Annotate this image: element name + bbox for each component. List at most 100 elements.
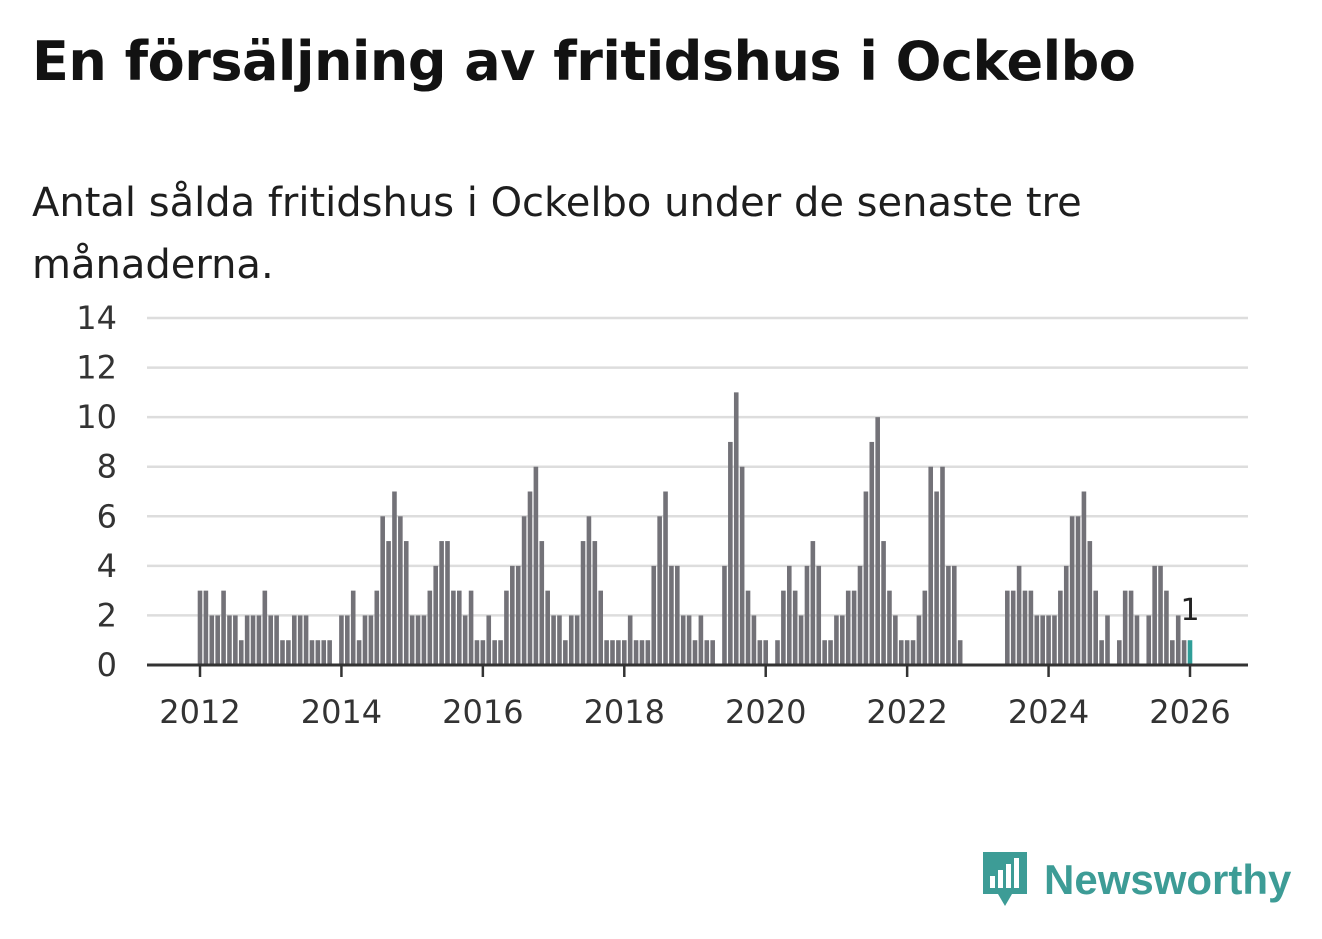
bar (633, 640, 639, 665)
x-tick-label: 2020 (725, 693, 806, 731)
bar (1010, 590, 1016, 665)
bar (1052, 615, 1057, 665)
bar (557, 615, 562, 665)
bar (409, 615, 415, 665)
bar (256, 615, 262, 665)
bar (792, 590, 798, 665)
bar-latest (1187, 640, 1193, 665)
bar (904, 640, 910, 665)
bar (415, 615, 421, 665)
bar (274, 615, 279, 665)
bar (574, 615, 580, 665)
brand-name: Newsworthy (1044, 856, 1292, 903)
bar (751, 615, 757, 665)
bar (1170, 640, 1175, 665)
y-tick-label: 0 (97, 646, 117, 684)
bar (763, 640, 769, 665)
bar (916, 615, 922, 665)
bar (928, 466, 934, 665)
bar (834, 615, 839, 665)
bar (1028, 590, 1034, 665)
bar (345, 615, 350, 665)
y-tick-label: 8 (97, 448, 117, 486)
bar (786, 565, 792, 665)
bar (403, 541, 409, 665)
bar (303, 615, 309, 665)
chart-subtitle: Antal sålda fritidshus i Ockelbo under d… (32, 180, 1082, 288)
bar (722, 565, 727, 665)
bar (940, 466, 945, 665)
y-tick-label: 12 (76, 349, 117, 387)
bar (616, 640, 621, 665)
x-tick-label: 2016 (442, 693, 523, 731)
bar (427, 590, 433, 665)
bar (545, 590, 550, 665)
x-tick-label: 2018 (584, 693, 665, 731)
bar-chart: 0 2 4 6 8 10 12 14 2012 2014 2016 2018 2020 2022 2024 2… (76, 299, 1248, 731)
bar (957, 640, 963, 665)
bar (492, 640, 497, 665)
bar (350, 590, 356, 665)
bar (480, 640, 486, 665)
bar (209, 615, 215, 665)
bar (680, 615, 686, 665)
bar (663, 491, 668, 665)
bar (1116, 640, 1122, 665)
bar (474, 640, 480, 665)
bar (893, 615, 898, 665)
bar (197, 590, 203, 665)
bar (1099, 640, 1104, 665)
bar (580, 541, 586, 665)
bar (250, 615, 256, 665)
x-tick-label: 2012 (159, 693, 240, 731)
bar (1164, 590, 1169, 665)
bar (563, 640, 568, 665)
bar (875, 417, 880, 665)
bar (551, 615, 556, 665)
bar (533, 466, 539, 665)
bar (1122, 590, 1128, 665)
bar (710, 640, 715, 665)
y-tick-label: 4 (97, 547, 117, 585)
bar (845, 590, 851, 665)
bar (739, 466, 745, 665)
bar (627, 615, 633, 665)
bar (887, 590, 892, 665)
bar (757, 640, 763, 665)
latest-value-label: 1 (1180, 593, 1199, 628)
bar (451, 590, 456, 665)
bar (1081, 491, 1087, 665)
bar (922, 590, 928, 665)
bar (297, 615, 303, 665)
bar (675, 565, 680, 665)
bar (1087, 541, 1093, 665)
bar (698, 615, 704, 665)
bar (291, 615, 297, 665)
bar (504, 590, 509, 665)
bar (1046, 615, 1051, 665)
bar (515, 565, 521, 665)
bar (1175, 615, 1181, 665)
bar (244, 615, 250, 665)
bar (1063, 565, 1069, 665)
bar (951, 565, 957, 665)
axes: 0 2 4 6 8 10 12 14 2012 2014 2016 2018 2020 2022 2024 2… (76, 299, 1248, 731)
bar (863, 491, 869, 665)
bar (203, 590, 209, 665)
bar (798, 615, 804, 665)
bar (280, 640, 285, 665)
bar (1181, 640, 1187, 665)
bar (309, 640, 315, 665)
bar (692, 640, 698, 665)
bar (733, 392, 739, 665)
bar (1058, 590, 1063, 665)
x-tick-label: 2014 (301, 693, 382, 731)
bar (1105, 615, 1110, 665)
bar (1040, 615, 1045, 665)
bar (568, 615, 574, 665)
x-tick-label: 2026 (1149, 693, 1230, 731)
bar (810, 541, 816, 665)
newsworthy-logo-icon (983, 852, 1027, 906)
bar (645, 640, 651, 665)
bar (669, 565, 674, 665)
